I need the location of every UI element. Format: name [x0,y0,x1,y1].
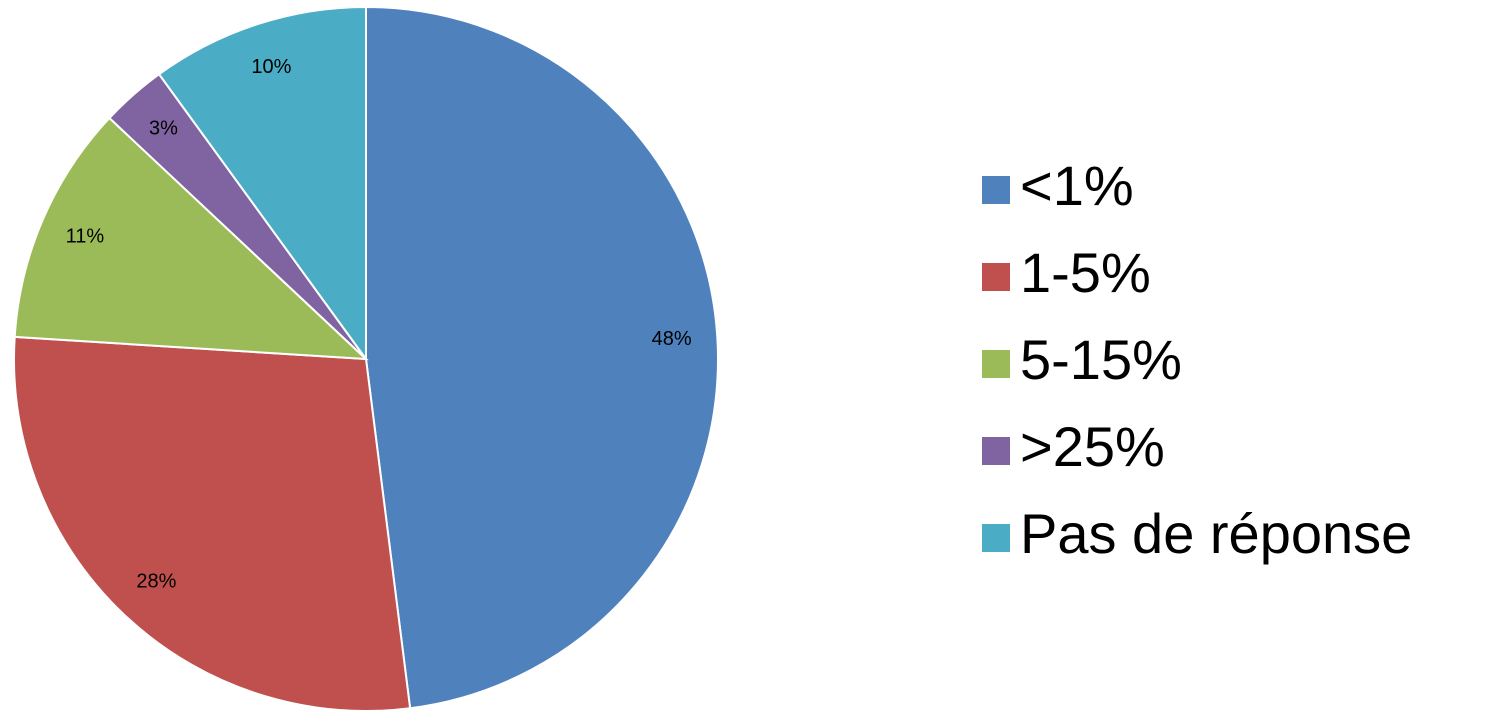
slice-value-label: 11% [66,226,105,248]
pie-slice [365,5,719,710]
slice-value-label: 10% [251,56,291,78]
legend-swatch [982,176,1010,204]
legend-swatch [982,524,1010,552]
legend-label: >25% [1020,415,1165,478]
legend-label: 1-5% [1020,241,1151,304]
slice-value-label: 28% [136,571,176,593]
pie-slice [13,335,412,712]
slice-value-label: 3% [149,118,178,140]
legend-label: 5-15% [1020,328,1182,391]
legend: <1% 1-5% 5-15% >25% Pas de réponse [982,154,1412,565]
pie-slice [13,116,369,361]
pie-slice [157,5,367,363]
slice-value-label: 48% [652,328,692,350]
legend-label: Pas de réponse [1020,502,1412,565]
legend-swatch [982,263,1010,291]
slice-labels: 48% 28% 11% 3% 10% [66,56,692,592]
legend-swatch [982,350,1010,378]
legend-label: <1% [1020,154,1134,217]
legend-swatch [982,437,1010,465]
pie-slices [13,5,719,712]
